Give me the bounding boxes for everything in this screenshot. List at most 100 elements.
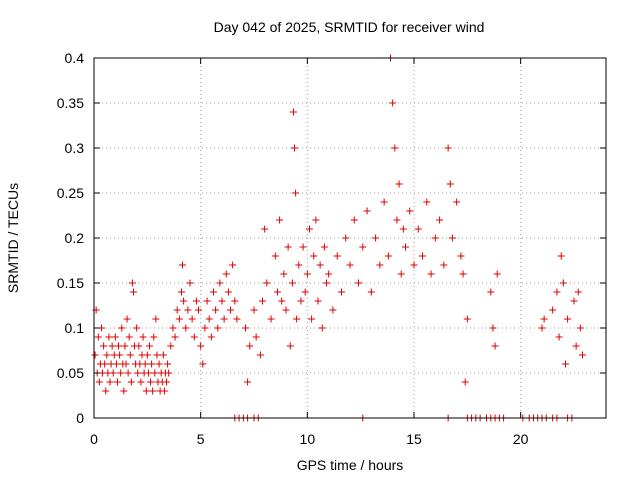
data-point — [314, 297, 322, 305]
data-point — [293, 315, 301, 323]
data-point — [406, 207, 414, 215]
data-point — [459, 270, 467, 278]
data-point — [288, 279, 296, 287]
data-point — [389, 99, 397, 107]
data-point — [160, 387, 168, 395]
data-point — [291, 144, 299, 152]
data-point — [540, 315, 548, 323]
data-point — [372, 234, 380, 242]
data-point — [127, 378, 135, 386]
x-tick-label: 15 — [406, 431, 422, 447]
data-point — [399, 225, 407, 233]
data-point — [280, 270, 288, 278]
data-point — [329, 306, 337, 314]
data-point — [312, 216, 320, 224]
data-point — [150, 333, 158, 341]
data-point — [106, 378, 114, 386]
data-point — [273, 288, 281, 296]
data-point — [188, 315, 196, 323]
axis-ticks — [93, 57, 606, 419]
data-point — [276, 216, 284, 224]
data-point — [133, 324, 141, 332]
data-point — [263, 279, 271, 287]
data-point — [259, 297, 267, 305]
data-point — [108, 342, 116, 350]
data-point — [103, 351, 111, 359]
data-point — [135, 342, 143, 350]
data-point — [414, 225, 422, 233]
data-point — [91, 351, 99, 359]
data-point — [134, 369, 142, 377]
data-point — [397, 270, 405, 278]
data-point — [359, 243, 367, 251]
data-point — [395, 180, 403, 188]
data-point — [557, 252, 565, 260]
data-point — [218, 297, 226, 305]
data-point — [444, 144, 452, 152]
data-point — [118, 324, 126, 332]
data-point — [231, 297, 239, 305]
data-point — [561, 360, 569, 368]
data-point — [214, 324, 222, 332]
data-point — [310, 252, 318, 260]
data-point — [123, 315, 131, 323]
data-point — [463, 315, 471, 323]
data-point — [102, 387, 110, 395]
y-tick-label: 0.3 — [65, 140, 85, 156]
data-point — [579, 351, 587, 359]
data-point — [201, 324, 209, 332]
data-point — [282, 306, 290, 314]
data-point — [457, 252, 465, 260]
data-point — [252, 333, 260, 341]
data-point — [299, 243, 307, 251]
data-point — [199, 360, 207, 368]
data-point — [346, 261, 354, 269]
y-tick-label: 0.2 — [65, 230, 85, 246]
data-point — [295, 261, 303, 269]
data-point — [410, 261, 418, 269]
data-point — [337, 288, 345, 296]
data-point — [297, 297, 305, 305]
data-point — [126, 351, 134, 359]
data-point — [149, 387, 157, 395]
data-point — [197, 342, 205, 350]
x-tick-label: 20 — [513, 431, 529, 447]
data-point — [216, 279, 224, 287]
y-tick-label: 0 — [76, 410, 84, 426]
data-point — [115, 342, 123, 350]
data-point — [453, 198, 461, 206]
data-point — [572, 342, 580, 350]
data-point — [209, 288, 217, 296]
data-point — [159, 351, 167, 359]
data-point — [173, 306, 181, 314]
data-point — [320, 243, 328, 251]
data-point — [205, 315, 213, 323]
data-point — [142, 387, 150, 395]
x-axis-label: GPS time / hours — [297, 457, 404, 473]
data-point — [148, 360, 156, 368]
data-point — [278, 297, 286, 305]
data-point — [171, 333, 179, 341]
data-point — [117, 369, 125, 377]
x-tick-labels: 0 5 10 15 20 — [90, 431, 529, 447]
data-point — [316, 261, 324, 269]
data-point — [165, 369, 173, 377]
data-point — [180, 297, 188, 305]
data-point — [152, 315, 160, 323]
data-point — [289, 108, 297, 116]
data-point — [538, 324, 546, 332]
data-point — [129, 288, 137, 296]
data-point — [121, 342, 129, 350]
data-point — [250, 306, 258, 314]
data-point — [461, 378, 469, 386]
data-point — [570, 297, 578, 305]
data-point — [342, 234, 350, 242]
data-point — [393, 216, 401, 224]
data-point — [207, 333, 215, 341]
data-point — [203, 297, 211, 305]
data-point — [224, 288, 232, 296]
data-point — [391, 144, 399, 152]
data-point — [145, 342, 153, 350]
data-point — [376, 261, 384, 269]
